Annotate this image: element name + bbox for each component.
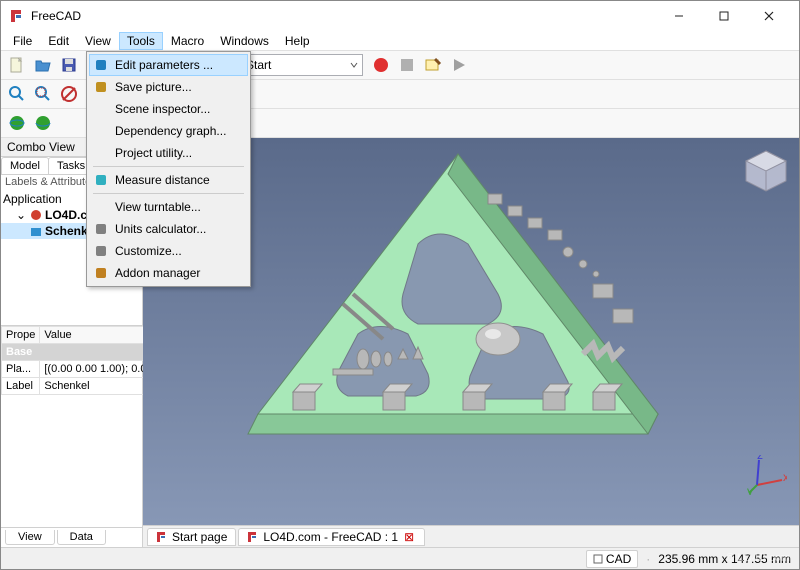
axis-gizmo: x z y	[747, 455, 787, 495]
svg-text:y: y	[747, 484, 753, 495]
zoom-select-button[interactable]	[31, 82, 55, 106]
workbench-label: Start	[246, 58, 350, 72]
macro-play-button[interactable]	[447, 53, 471, 77]
freecad-icon	[247, 531, 259, 543]
close-button[interactable]	[746, 2, 791, 30]
chevron-down-icon	[350, 61, 358, 69]
prop-row[interactable]: LabelSchenkel	[2, 378, 161, 395]
menu-windows[interactable]: Windows	[212, 32, 277, 50]
doc-icon	[29, 208, 43, 222]
open-doc-button[interactable]	[31, 53, 55, 77]
model-render	[238, 138, 678, 514]
svg-text:z: z	[757, 455, 763, 462]
statusbar: CAD · 235.96 mm x 147.55 mm	[1, 547, 799, 569]
menu-item-icon	[93, 57, 109, 73]
viewport-tab[interactable]: Start page	[147, 528, 236, 546]
combo-tab-model[interactable]: Model	[1, 157, 49, 174]
panel-tab-data[interactable]: Data	[57, 530, 106, 545]
svg-text:x: x	[783, 470, 787, 484]
menu-help[interactable]: Help	[277, 32, 318, 50]
front-view-button[interactable]	[31, 111, 55, 135]
window-title: FreeCAD	[31, 9, 656, 23]
menu-item-icon	[93, 79, 109, 95]
viewport-dimensions: 235.96 mm x 147.55 mm	[658, 552, 791, 566]
part-icon	[29, 224, 43, 238]
menu-edit[interactable]: Edit	[40, 32, 77, 50]
tools-menu-dropdown: Edit parameters ...Save picture...Scene …	[86, 51, 251, 287]
menu-item-icon	[93, 243, 109, 259]
menubar: FileEditViewToolsMacroWindowsHelp	[1, 31, 799, 51]
menu-item-icon	[93, 101, 109, 117]
menu-macro[interactable]: Macro	[163, 32, 212, 50]
menu-item-project-utility[interactable]: Project utility...	[89, 142, 248, 164]
save-doc-button[interactable]	[57, 53, 81, 77]
menu-item-view-turntable[interactable]: View turntable...	[89, 196, 248, 218]
menu-item-icon	[93, 172, 109, 188]
viewport-tab[interactable]: LO4D.com - FreeCAD : 1⊠	[238, 528, 425, 546]
isometric-view-button[interactable]	[5, 111, 29, 135]
menu-item-measure-distance[interactable]: Measure distance	[89, 169, 248, 191]
expand-icon[interactable]: ⌄	[15, 208, 27, 222]
menu-separator	[93, 193, 244, 194]
menu-file[interactable]: File	[5, 32, 40, 50]
menu-item-edit-parameters[interactable]: Edit parameters ...	[89, 54, 248, 76]
menu-item-icon	[93, 123, 109, 139]
macro-record-button[interactable]	[369, 53, 393, 77]
app-icon	[9, 8, 25, 24]
nav-style-indicator[interactable]: CAD	[586, 550, 639, 568]
prop-group: Base	[2, 344, 161, 361]
prop-col-name[interactable]: Prope	[2, 327, 40, 344]
menu-item-save-picture[interactable]: Save picture...	[89, 76, 248, 98]
freecad-icon	[156, 531, 168, 543]
panel-tab-view[interactable]: View	[5, 530, 55, 545]
menu-tools[interactable]: Tools	[119, 32, 163, 50]
menu-item-customize[interactable]: Customize...	[89, 240, 248, 262]
menu-item-scene-inspector[interactable]: Scene inspector...	[89, 98, 248, 120]
macro-stop-button[interactable]	[395, 53, 419, 77]
menu-item-dependency-graph[interactable]: Dependency graph...	[89, 120, 248, 142]
menu-item-icon	[93, 265, 109, 281]
close-tab-icon[interactable]: ⊠	[402, 530, 416, 544]
prop-row[interactable]: Pla...[(0.00 0.00 1.00); 0.0...	[2, 361, 161, 378]
menu-item-icon	[93, 221, 109, 237]
maximize-button[interactable]	[701, 2, 746, 30]
draw-style-button[interactable]	[57, 82, 81, 106]
new-doc-button[interactable]	[5, 53, 29, 77]
menu-item-units-calculator[interactable]: Units calculator...	[89, 218, 248, 240]
navigation-cube[interactable]	[741, 146, 791, 196]
menu-item-addon-manager[interactable]: Addon manager	[89, 262, 248, 284]
menu-view[interactable]: View	[77, 32, 119, 50]
menu-item-icon	[93, 199, 109, 215]
zoom-fit-button[interactable]	[5, 82, 29, 106]
menu-separator	[93, 166, 244, 167]
macro-edit-button[interactable]	[421, 53, 445, 77]
menu-item-icon	[93, 145, 109, 161]
minimize-button[interactable]	[656, 2, 701, 30]
